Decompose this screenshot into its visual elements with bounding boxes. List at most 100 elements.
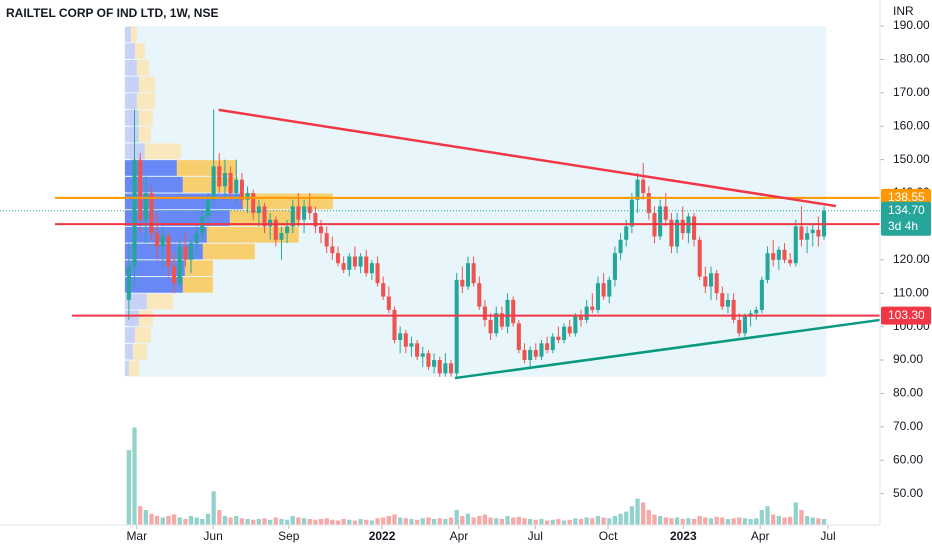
volume-bar bbox=[217, 510, 222, 525]
y-tick-label: 150.00 bbox=[893, 152, 930, 166]
volume-bar bbox=[737, 517, 742, 525]
candle-body bbox=[799, 226, 804, 240]
volume-bar bbox=[674, 517, 680, 525]
candle-body bbox=[234, 179, 239, 194]
volume-bar bbox=[347, 519, 352, 525]
volume-bar bbox=[454, 510, 459, 525]
volume-bar bbox=[528, 519, 533, 525]
volume-bar bbox=[228, 517, 233, 525]
candle-body bbox=[448, 363, 454, 374]
volume-bar bbox=[646, 510, 651, 525]
profile-up bbox=[124, 59, 137, 76]
volume-bar bbox=[793, 502, 798, 525]
candle-body bbox=[601, 283, 606, 297]
candle-body bbox=[262, 206, 267, 227]
candle-body bbox=[330, 246, 335, 254]
candle-body bbox=[160, 236, 165, 247]
volume-bar bbox=[595, 516, 601, 525]
candle-body bbox=[443, 363, 448, 374]
y-tick-label: 170.00 bbox=[893, 85, 930, 99]
volume-bar bbox=[567, 519, 572, 525]
profile-up bbox=[124, 277, 183, 293]
volume-bar bbox=[550, 519, 555, 525]
volume-bar bbox=[177, 517, 182, 525]
volume-bar bbox=[313, 519, 318, 525]
profile-down bbox=[144, 143, 181, 160]
volume-bar bbox=[358, 519, 363, 525]
volume-bar bbox=[748, 519, 753, 525]
candle-body bbox=[273, 219, 278, 240]
candle-body bbox=[313, 213, 318, 227]
profile-up bbox=[124, 26, 131, 43]
volume-bar bbox=[211, 491, 216, 525]
candle-body bbox=[708, 273, 714, 287]
profile-down bbox=[184, 260, 213, 277]
candle-body bbox=[465, 263, 471, 287]
profile-up bbox=[124, 327, 135, 343]
x-tick-label: Jul bbox=[528, 529, 543, 543]
candle-body bbox=[759, 279, 764, 310]
candle-body bbox=[166, 236, 171, 267]
candle-body bbox=[188, 243, 194, 260]
volume-bar bbox=[375, 518, 380, 525]
volume-bar bbox=[465, 513, 471, 525]
volume-bar bbox=[154, 516, 160, 525]
candle-body bbox=[805, 233, 810, 240]
candle-body bbox=[737, 319, 742, 334]
volume-bar bbox=[691, 519, 697, 525]
volume-bar bbox=[584, 517, 589, 525]
candle-body bbox=[511, 299, 516, 324]
candle-body bbox=[725, 299, 730, 307]
candle-body bbox=[550, 336, 555, 350]
candle-body bbox=[126, 266, 131, 300]
x-tick-label: 2022 bbox=[369, 529, 396, 543]
volume-bar bbox=[776, 516, 781, 525]
candle-body bbox=[680, 219, 685, 234]
volume-bar bbox=[330, 519, 335, 525]
volume-bar bbox=[273, 517, 278, 525]
candle-body bbox=[578, 316, 584, 320]
volume-bar bbox=[505, 516, 510, 525]
y-tick-label: 120.00 bbox=[893, 252, 930, 266]
volume-bar bbox=[539, 519, 544, 525]
profile-up bbox=[124, 126, 139, 143]
candle-body bbox=[268, 219, 273, 227]
profile-down bbox=[138, 126, 151, 143]
profile-down bbox=[138, 310, 153, 327]
candle-body bbox=[432, 360, 437, 367]
candle-body bbox=[658, 206, 663, 237]
volume-bar bbox=[251, 519, 256, 525]
candle-body bbox=[590, 306, 595, 310]
volume-bar bbox=[296, 517, 301, 525]
y-tick-label: 190.00 bbox=[893, 18, 930, 32]
candle-body bbox=[335, 253, 341, 264]
candle-body bbox=[279, 233, 284, 240]
volume-bar bbox=[720, 517, 725, 525]
candle-body bbox=[584, 306, 589, 320]
volume-bar bbox=[590, 518, 595, 525]
x-tick-label: Apr bbox=[450, 529, 469, 543]
volume-bar bbox=[544, 520, 550, 525]
candle-body bbox=[697, 239, 702, 277]
candle-body bbox=[533, 350, 538, 357]
volume-bar bbox=[652, 514, 657, 525]
volume-bar bbox=[641, 502, 646, 525]
volume-bar bbox=[612, 516, 618, 525]
candle-body bbox=[714, 273, 719, 294]
volume-bar bbox=[488, 517, 493, 525]
volume-bar bbox=[262, 518, 267, 525]
x-tick-label: Jul bbox=[820, 529, 835, 543]
candle-body bbox=[256, 206, 261, 214]
chart-title: RAILTEL CORP OF IND LTD, 1W, NSE bbox=[6, 6, 218, 20]
candle-body bbox=[635, 179, 640, 200]
volume-bar bbox=[629, 506, 635, 525]
volume-bar bbox=[697, 516, 702, 525]
candle-body bbox=[302, 206, 307, 220]
profile-up bbox=[124, 160, 177, 176]
volume-bar bbox=[409, 519, 414, 525]
volume-bar bbox=[324, 518, 329, 525]
volume-bar bbox=[680, 519, 685, 525]
candle-body bbox=[460, 279, 465, 287]
volume-bar bbox=[234, 516, 239, 525]
volume-bar bbox=[708, 518, 714, 525]
